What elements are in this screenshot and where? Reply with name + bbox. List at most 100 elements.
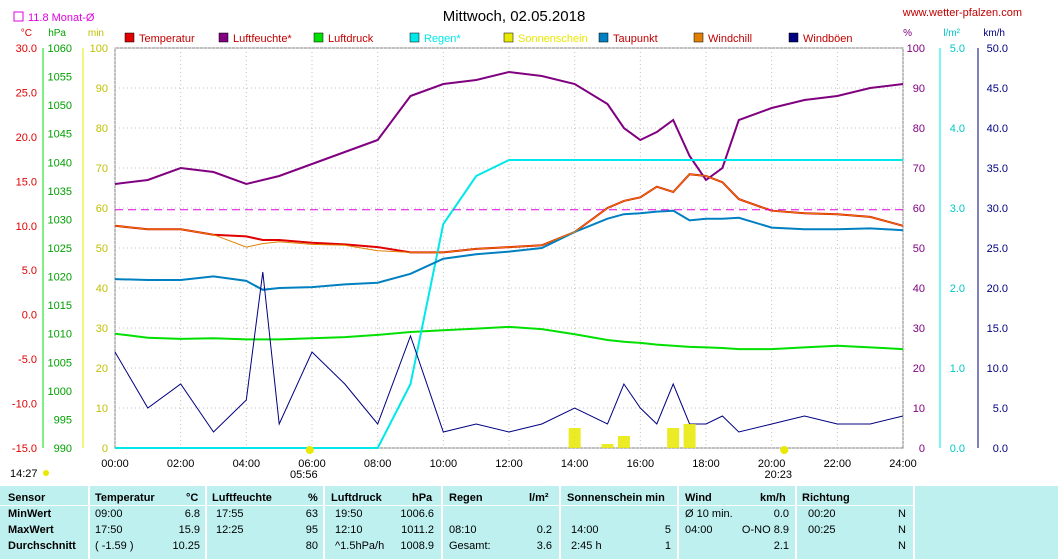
series-line-taupunkt (114, 209, 904, 291)
legend-swatch (788, 32, 799, 43)
wind-tick-label: 35.0 (987, 163, 1008, 175)
stats-cell-p-time: 12:10 (335, 524, 363, 536)
wind-tick-label: 45.0 (987, 83, 1008, 95)
stats-cell-p-val: 1011.2 (401, 524, 434, 536)
legend-label: Taupunkt (613, 33, 658, 45)
temp-tick-label: -10.0 (12, 399, 37, 411)
unit-temp: °C (21, 28, 32, 39)
stats-cell-p-val: 1008.9 (400, 540, 434, 552)
stats-divider (677, 486, 679, 559)
temp-tick-label: 20.0 (16, 132, 37, 144)
rain-tick-label: 0.0 (950, 443, 965, 455)
stats-header-wind: Wind (685, 492, 712, 504)
temp-tick-label: 15.0 (16, 176, 37, 188)
wind-tick-label: 10.0 (987, 363, 1008, 375)
legend-label: Luftfeuchte* (233, 33, 292, 45)
axis-labels: 00:00 02:00 04:00 06:00 08:00 10:00 12:00 14:00… (12, 28, 1008, 470)
stats-header-press: Luftdruck (331, 492, 382, 504)
stats-header-temp: Temperatur (95, 492, 155, 504)
stats-cell-d-val: N (898, 540, 906, 552)
wind-tick-label: 40.0 (987, 123, 1008, 135)
stats-divider (795, 486, 797, 559)
minute-tick-label: 0 (102, 443, 108, 455)
percent-tick-label: 0 (919, 443, 925, 455)
unit-wind: km/h (983, 28, 1005, 39)
stats-cell-p-time: ^1.5hPa/h (335, 540, 385, 552)
pressure-tick-label: 1010 (48, 329, 72, 341)
pressure-tick-label: 1000 (48, 386, 72, 398)
chart-title: Mittwoch, 02.05.2018 (443, 8, 586, 25)
percent-tick-label: 50 (913, 243, 925, 255)
sunshine-bar (601, 444, 614, 448)
stats-cell-w-time: 04:00 (685, 524, 713, 536)
wind-tick-label: 15.0 (987, 323, 1008, 335)
x-tick-label: 20:00 (758, 458, 786, 470)
percent-tick-label: 90 (913, 83, 925, 95)
site-url[interactable]: www.wetter-pfalzen.com (902, 7, 1022, 19)
stats-cell-h-time: 17:55 (216, 508, 244, 520)
minute-tick-label: 90 (96, 83, 108, 95)
legend-swatch (693, 32, 704, 43)
pressure-tick-label: 1015 (48, 300, 72, 312)
stats-header-hum-unit: % (308, 492, 318, 504)
stats-cell-label: MinWert (8, 508, 52, 520)
stats-cell-t-time: ( -1.59 ) (95, 540, 134, 552)
unit-minutes: min (88, 28, 104, 39)
month-avg-label: 11.8 Monat-Ø (28, 12, 95, 24)
stats-header-wind-unit: km/h (760, 492, 786, 504)
percent-tick-label: 100 (907, 43, 925, 55)
stats-header-press-unit: hPa (412, 492, 433, 504)
stats-header-temp-unit: °C (186, 492, 199, 504)
stats-header-sensor: Sensor (8, 492, 46, 504)
stats-header-rain-unit: l/m² (529, 492, 549, 504)
stats-cell-h-val: 63 (305, 508, 318, 520)
pressure-tick-label: 1055 (48, 72, 72, 84)
legend: Temperatur Luftfeuchte* Luftdruck Regen* Son… (124, 32, 853, 45)
wind-tick-label: 30.0 (987, 203, 1008, 215)
minute-tick-label: 30 (96, 323, 108, 335)
stats-divider (913, 486, 915, 559)
sunshine-bar (568, 428, 581, 448)
stats-cell-p-time: 19:50 (335, 508, 363, 520)
pressure-tick-label: 990 (54, 443, 72, 455)
stats-cell-r-time: Gesamt: (449, 540, 491, 552)
percent-tick-label: 20 (913, 363, 925, 375)
rain-tick-label: 5.0 (950, 43, 965, 55)
left-time-label: 14:27 (10, 468, 38, 480)
percent-tick-label: 70 (913, 163, 925, 175)
stats-cell-s-val: 1 (664, 540, 671, 552)
sunshine-bar (617, 436, 630, 448)
stats-header-hum: Luftfeuchte (212, 492, 272, 504)
stats-divider (559, 486, 561, 559)
pressure-tick-label: 1005 (48, 357, 72, 369)
sun-markers: 05:56 20:23 14:27 (10, 446, 792, 481)
stats-cell-t-val: 6.8 (184, 508, 200, 520)
x-tick-label: 18:00 (692, 458, 720, 470)
x-tick-label: 14:00 (561, 458, 589, 470)
stats-cell-label: Durchschnitt (8, 540, 76, 552)
stats-cell-w-val: 2.1 (773, 540, 789, 552)
series-line-windb-en (114, 271, 904, 433)
stats-cell-t-val: 15.9 (178, 524, 200, 536)
minute-tick-label: 100 (90, 43, 108, 55)
legend-label: Temperatur (139, 33, 195, 45)
stats-divider (441, 486, 443, 559)
x-tick-label: 02:00 (167, 458, 195, 470)
x-tick-label: 06:00 (298, 458, 326, 470)
sunrise-label: 05:56 (290, 469, 318, 481)
x-tick-label: 08:00 (364, 458, 392, 470)
legend-label: Windböen (803, 33, 853, 45)
month-avg-icon (13, 11, 24, 22)
unit-rain: l/m² (943, 28, 960, 39)
pressure-tick-label: 1030 (48, 214, 72, 226)
stats-cell-d-time: 00:20 (808, 508, 836, 520)
wind-tick-label: 25.0 (987, 243, 1008, 255)
series-layer (114, 70, 904, 449)
legend-label: Regen* (424, 33, 461, 45)
percent-tick-label: 40 (913, 283, 925, 295)
series-line-luftdruck (114, 325, 904, 351)
stats-cell-t-time: 09:00 (95, 508, 123, 520)
stats-cell-d-time: 00:25 (808, 524, 836, 536)
stats-cell-d-val: N (898, 524, 906, 536)
